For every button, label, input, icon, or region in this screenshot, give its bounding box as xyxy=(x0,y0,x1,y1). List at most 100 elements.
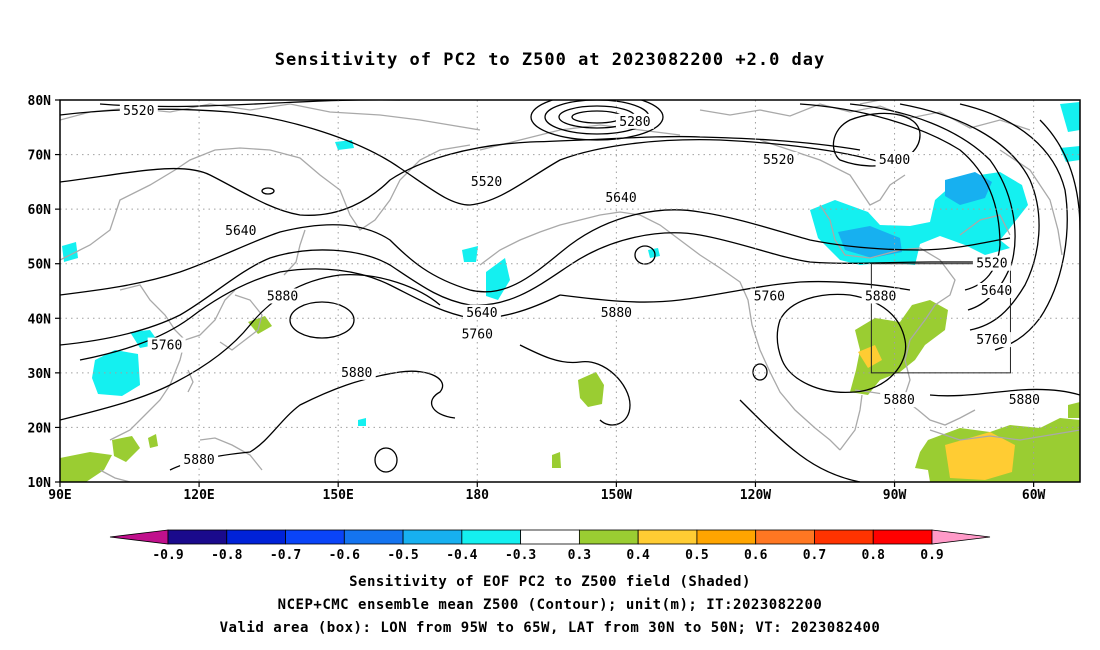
height-contour xyxy=(739,399,861,482)
height-contour xyxy=(776,293,907,394)
contour-label: 5640 xyxy=(981,284,1012,299)
contour-label: 5880 xyxy=(183,453,214,468)
contour-label: 5760 xyxy=(462,328,493,343)
height-contour xyxy=(929,388,1080,397)
colorbar-swatch xyxy=(226,529,286,545)
contour-label: 5880 xyxy=(865,289,896,304)
lon-tick-label: 150W xyxy=(601,488,632,503)
lat-tick-label: 50N xyxy=(28,258,52,273)
negative-shade-area xyxy=(462,246,478,262)
contour-label-layer: 5520 5280 5520 5520 5400 5640 5640 5880 5640 5760… xyxy=(119,102,1044,468)
positive-shade-area xyxy=(945,432,1015,480)
colorbar-tick-label: 0.7 xyxy=(803,548,826,563)
colorbar-tick-label: 0.4 xyxy=(626,548,650,563)
contour-label: 5520 xyxy=(763,153,794,168)
colorbar-tick-label: -0.6 xyxy=(329,548,360,563)
contour-label-bg xyxy=(467,173,506,189)
lon-tick-label: 180 xyxy=(466,488,490,503)
height-contour xyxy=(959,103,1068,351)
height-contour xyxy=(60,108,721,206)
contour-label: 5880 xyxy=(884,393,915,408)
contour-label: 5880 xyxy=(601,306,632,321)
caption-line-shading: Sensitivity of EOF PC2 to Z500 field (Sh… xyxy=(349,574,751,590)
contour-layer xyxy=(60,100,1080,482)
contour-label-bg xyxy=(861,288,900,304)
coastline xyxy=(119,284,236,341)
coastline xyxy=(283,229,306,276)
positive-shade-area xyxy=(552,452,561,468)
negative-shade-area xyxy=(358,418,366,426)
contour-label: 5520 xyxy=(471,175,502,190)
colorbar-tick-label: -0.7 xyxy=(270,548,301,563)
contour-label: 5640 xyxy=(466,306,497,321)
contour-label-bg xyxy=(972,255,1011,271)
coastline xyxy=(60,144,471,261)
contour-label-bg xyxy=(615,113,654,129)
contour-label: 5280 xyxy=(619,115,650,130)
colorbar-tick-label: 0.3 xyxy=(568,548,591,563)
contour-label-bg xyxy=(1005,392,1044,408)
contour-label-bg xyxy=(759,152,798,168)
coastline xyxy=(959,214,1011,236)
positive-shade-area xyxy=(60,452,112,482)
colorbar-swatch xyxy=(167,529,228,545)
lat-tick-label: 20N xyxy=(28,421,52,436)
lon-tick-label: 60W xyxy=(1022,488,1046,503)
coastline xyxy=(109,339,186,441)
negative-shade-area xyxy=(648,248,660,258)
colorbar-swatch xyxy=(578,529,639,545)
colorbar: -0.9 -0.8 -0.7 -0.6 -0.5 -0.4 -0.3 0.3 0.4 0.5 0.6… xyxy=(109,529,991,563)
coastline xyxy=(904,399,976,426)
height-contour xyxy=(60,273,441,421)
lat-tick-label: 30N xyxy=(28,367,52,382)
colorbar-high-arrow xyxy=(931,529,991,545)
coastline xyxy=(929,429,1080,441)
contour-label-bg xyxy=(972,332,1011,348)
colorbar-swatch xyxy=(343,529,404,545)
lon-tick-label: 90W xyxy=(883,488,907,503)
coastline xyxy=(759,139,906,206)
contour-label-bg xyxy=(221,222,260,238)
contour-label: 5760 xyxy=(151,339,182,354)
positive-shade-area xyxy=(112,436,140,462)
map-frame xyxy=(59,99,1081,483)
height-contour xyxy=(519,344,631,426)
height-contour xyxy=(60,232,1010,346)
colorbar-tick-label: 0.9 xyxy=(920,548,943,563)
lat-tick-label: 40N xyxy=(28,312,52,327)
coastline xyxy=(199,437,263,471)
contour-label: 5520 xyxy=(123,104,154,119)
plot-title: Sensitivity of PC2 to Z500 at 2023082200… xyxy=(274,50,826,70)
negative-shade-area xyxy=(838,226,902,258)
height-contour xyxy=(169,370,456,471)
lon-tick-label: 120W xyxy=(740,488,771,503)
coastline-layer xyxy=(60,100,1080,482)
contour-label-bg xyxy=(263,288,302,304)
colorbar-swatch xyxy=(461,529,522,545)
lat-tick-label: 10N xyxy=(28,476,52,491)
positive-shade-area xyxy=(858,345,882,368)
colorbar-tick-label: 0.8 xyxy=(861,548,885,563)
colorbar-tick-label: -0.3 xyxy=(505,548,536,563)
colorbar-swatch xyxy=(696,529,757,545)
colorbar-tick-label: -0.5 xyxy=(387,548,418,563)
positive-shade-area xyxy=(578,372,604,407)
contour-label-bg xyxy=(597,304,636,320)
contour-label-bg xyxy=(119,102,158,118)
coastline xyxy=(99,469,131,482)
contour-label: 5880 xyxy=(341,366,372,381)
height-contour xyxy=(719,139,881,163)
colorbar-tick-label: -0.9 xyxy=(152,548,183,563)
contour-label: 5880 xyxy=(267,289,298,304)
colorbar-swatch xyxy=(814,529,874,545)
contour-label-bg xyxy=(458,326,497,342)
colorbar-swatch xyxy=(637,529,698,545)
lat-tick-label: 70N xyxy=(28,149,52,164)
height-contour xyxy=(374,447,398,473)
height-contour xyxy=(752,363,768,381)
colorbar-tick-label: -0.4 xyxy=(446,548,477,563)
coastline xyxy=(479,211,841,451)
coastline xyxy=(819,204,956,396)
